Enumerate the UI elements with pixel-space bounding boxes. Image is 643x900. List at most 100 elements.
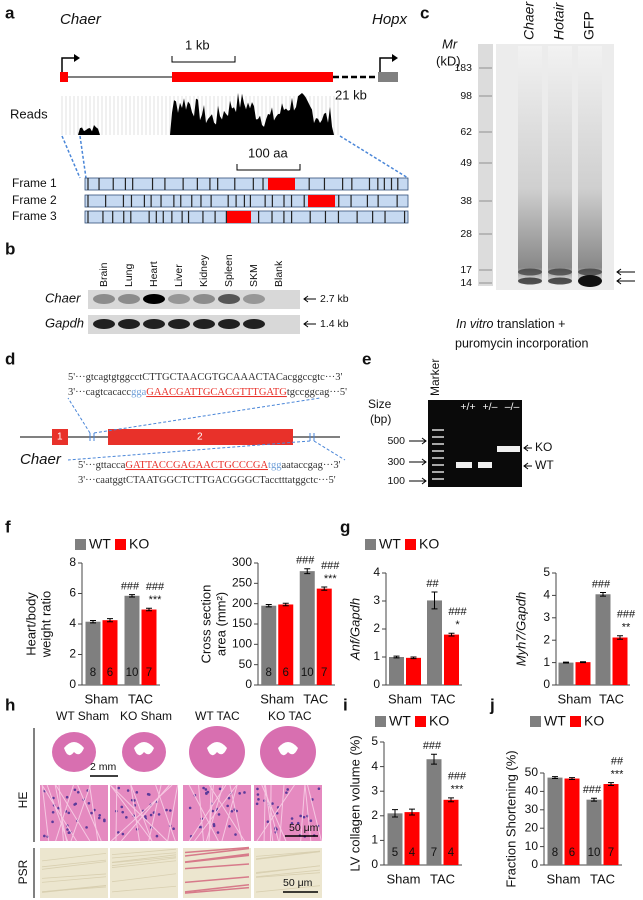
exon-label: 1 [57, 432, 63, 443]
x-tick-label: Sham [387, 871, 421, 886]
cell-border [221, 784, 238, 842]
band [218, 319, 240, 329]
fiber [41, 876, 107, 883]
cell-border [307, 784, 322, 842]
error-bar [448, 797, 454, 803]
nucleus [309, 819, 313, 823]
y-tick-label: 30 [525, 802, 539, 816]
fiber [41, 852, 107, 862]
cell-border [55, 784, 91, 842]
bar [558, 662, 574, 685]
nucleus [286, 788, 289, 791]
caption-italic: In vitro [456, 317, 494, 331]
band [193, 319, 215, 329]
band [93, 294, 115, 304]
y-tick-label: 50 [239, 657, 253, 671]
marker-label: 14 [460, 277, 472, 289]
axis-label: Size [368, 397, 392, 411]
fiber [184, 854, 250, 864]
fiber [184, 884, 250, 893]
stain-label: PSR [16, 859, 30, 884]
significance: ### [121, 580, 140, 592]
orf [227, 211, 251, 223]
track-label: Reads [10, 106, 48, 121]
nucleus [73, 803, 76, 806]
panel-label: c [420, 3, 429, 22]
fiber [111, 854, 177, 863]
panel-label: d [5, 349, 15, 368]
legend-swatch [375, 716, 386, 727]
lane-label: Liver [173, 264, 185, 287]
bar [547, 777, 563, 865]
band [118, 319, 140, 329]
stain-label: HE [16, 792, 30, 809]
tss-arrow [379, 57, 394, 72]
bar [444, 634, 459, 685]
error-bar [448, 632, 455, 637]
lane-label: GFP [581, 11, 597, 40]
gene-label: Chaer [60, 11, 102, 28]
bar [427, 600, 442, 685]
cell-border [41, 784, 50, 842]
n-label: 5 [392, 847, 398, 859]
error-bar [393, 655, 400, 659]
error-bar [392, 809, 398, 818]
nucleus [290, 821, 294, 825]
significance: ### [296, 555, 315, 567]
nucleus [290, 817, 294, 820]
cell-border [70, 784, 91, 842]
lane-label: Lung [123, 263, 135, 287]
y-tick-label: 4 [371, 759, 378, 773]
error-bar [569, 777, 575, 780]
error-bar [552, 776, 558, 780]
nucleus [90, 811, 93, 815]
nucleus [87, 801, 91, 805]
cell-border [188, 784, 227, 842]
fiber [111, 860, 177, 868]
significance: ### [448, 771, 467, 783]
nucleus [146, 792, 150, 796]
bar [102, 620, 118, 685]
lane-label: Chaer [521, 1, 537, 40]
scale-bar [171, 56, 236, 63]
nucleus [256, 787, 259, 791]
sequence-part: GAACGATTGCACGTTTGATG [146, 387, 287, 398]
fiber [184, 863, 250, 870]
fiber [111, 873, 177, 883]
histology [40, 726, 322, 898]
n-label: 8 [90, 667, 96, 679]
size-label: 100 [387, 475, 405, 487]
nucleus [155, 834, 159, 838]
blot [88, 290, 300, 309]
error-bar [107, 618, 113, 623]
band [578, 275, 602, 287]
y-tick-label: 2 [371, 808, 378, 822]
nucleus [204, 788, 208, 791]
sequence: 5'···gtcagtgtggcctCTTGCTAACGTGCAAACTACac… [68, 372, 343, 383]
y-tick-label: 2 [543, 632, 550, 646]
nucleus [255, 802, 259, 806]
arrow [409, 437, 427, 445]
x-tick-label: TAC [590, 871, 615, 886]
orf [268, 178, 295, 190]
bar [316, 588, 332, 685]
fiber [255, 869, 321, 878]
group-label: WT Sham [56, 709, 109, 723]
significance: ### [146, 581, 165, 593]
sequence-part: 3'···cagtcacacc [68, 387, 131, 398]
nucleus [97, 816, 101, 820]
significance: ### [617, 609, 636, 621]
size-label: 500 [387, 435, 405, 447]
nucleus [266, 820, 270, 824]
nucleus [121, 832, 125, 836]
zoom-line [61, 135, 81, 179]
nucleus [103, 819, 106, 823]
error-bar [580, 661, 586, 664]
band [506, 446, 520, 452]
marker-label: 28 [460, 228, 472, 240]
nucleus [172, 827, 175, 831]
nucleus [117, 786, 121, 790]
nucleus [144, 815, 147, 818]
n-label: 6 [569, 847, 575, 859]
band [168, 319, 190, 329]
